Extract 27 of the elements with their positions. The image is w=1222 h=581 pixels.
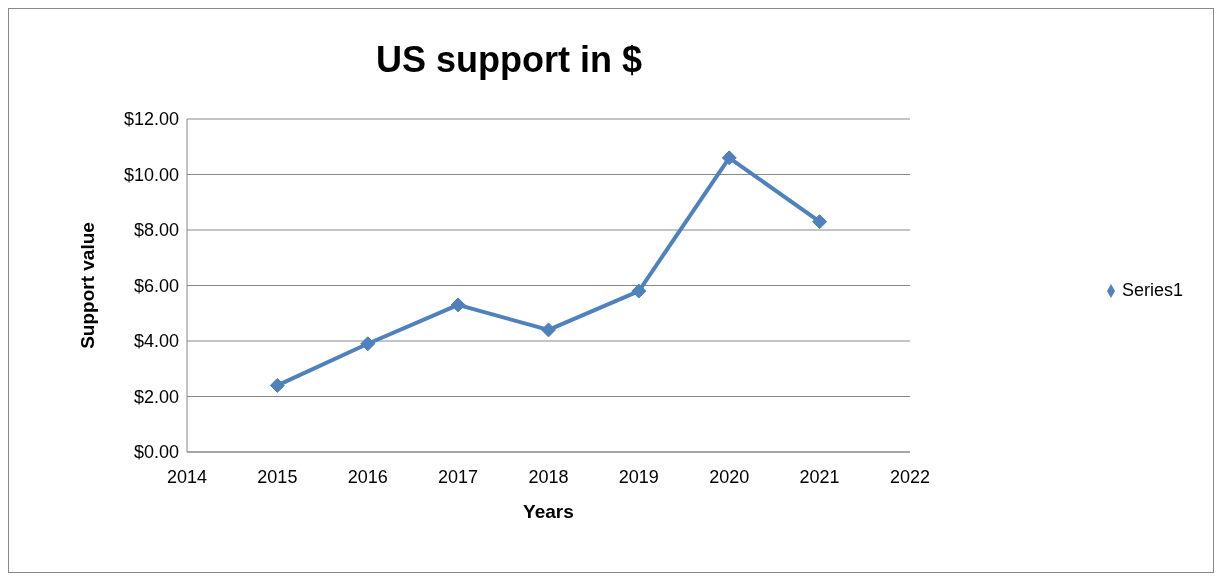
y-tick-label: $12.00: [123, 109, 179, 130]
y-tick-label: $0.00: [133, 442, 179, 463]
point: [812, 214, 828, 230]
chart-title: US support in $: [375, 39, 643, 81]
x-tick-label: 2018: [528, 466, 569, 487]
x-tick-label: 2015: [257, 466, 298, 487]
y-tick-label: $8.00: [133, 220, 179, 241]
y-tick-label: $10.00: [123, 164, 179, 185]
x-tick-label: 2020: [709, 466, 750, 487]
x-tick-label: 2017: [438, 466, 479, 487]
point: [450, 297, 466, 313]
point: [631, 283, 647, 299]
point: [269, 377, 285, 393]
y-tick-label: $4.00: [133, 331, 179, 352]
legend-label: Series1: [1121, 280, 1183, 300]
y-tick-label: $6.00: [133, 275, 179, 296]
x-tick-label: 2016: [347, 466, 388, 487]
y-axis-title: Support value: [76, 222, 98, 349]
y-tick-label: $2.00: [133, 386, 179, 407]
point: [540, 322, 556, 338]
x-tick-label: 2014: [166, 466, 208, 487]
x-tick-label: 2021: [799, 466, 840, 487]
x-tick-label: 2022: [889, 466, 930, 487]
point: [360, 336, 376, 352]
point: [721, 150, 737, 166]
x-axis-title: Years: [523, 501, 574, 522]
x-tick-label: 2019: [618, 466, 659, 487]
